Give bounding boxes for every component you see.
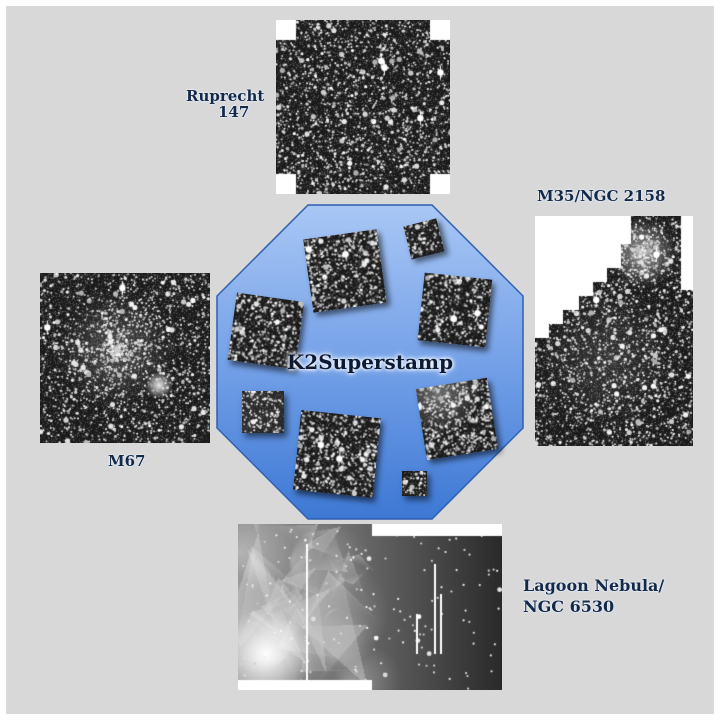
lagoon-nebula-label: Lagoon Nebula/ NGC 6530 [523,576,664,618]
m67-label: M67 [108,452,146,470]
stamp-image [303,229,387,313]
ruprecht-147-label: Ruprecht 147 [186,87,265,122]
ruprecht-label-line-1: Ruprecht [186,87,265,105]
stamp-image [293,410,381,498]
m35-ngc2158-field-image [535,216,693,446]
k2-superstamp-octagon: K2Superstamp [216,204,524,520]
k2superstamp-title: K2Superstamp [286,350,454,374]
stamp-image [242,391,284,433]
stamp-image [417,272,493,348]
stamp-image [402,471,427,496]
lagoon-label-line-2: NGC 6530 [523,596,615,616]
ruprecht-147-field-image [276,20,450,194]
lagoon-nebula-field-image [238,524,502,690]
stamp-image [415,377,499,461]
lagoon-label-line-1: Lagoon Nebula/ [523,576,665,595]
m67-field-image [40,273,210,443]
m35-ngc2158-label: M35/NGC 2158 [537,187,666,205]
ruprecht-label-line-2: 147 [218,103,250,122]
